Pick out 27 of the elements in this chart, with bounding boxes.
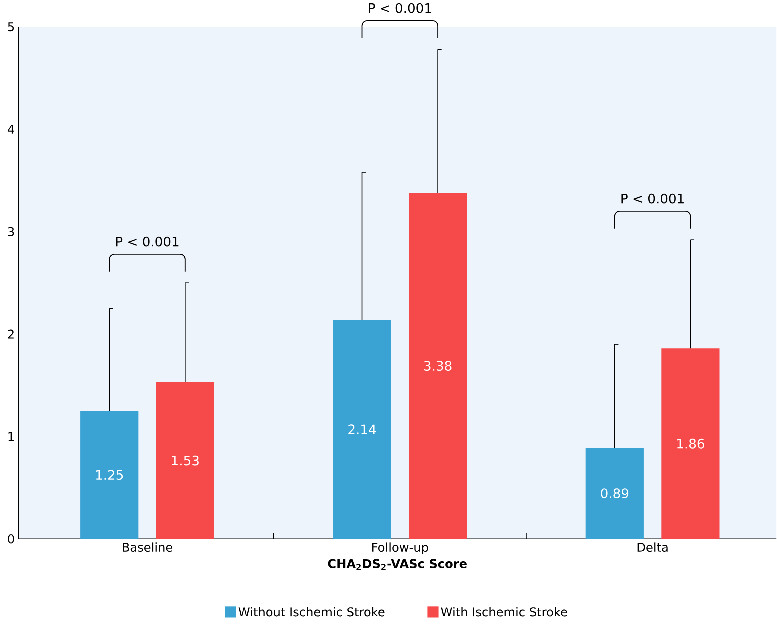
text: CHA$_{2}$DS$_{2}$-VASc Score — [328, 559, 467, 570]
bar — [80, 411, 139, 540]
data-label: 0.89 — [601, 488, 629, 498]
y-tick-label: 2 — [8, 330, 14, 339]
y-tick-label: 4 — [8, 125, 14, 134]
y-tick-label: 1 — [8, 432, 14, 442]
bar — [156, 382, 214, 540]
x-tick-label: Baseline — [123, 542, 173, 552]
annotation: P < 0.001 — [116, 236, 179, 247]
legend-label: With Ischemic Stroke — [441, 607, 568, 617]
data-label: 1.53 — [172, 456, 199, 466]
data-label: 1.86 — [678, 438, 704, 449]
bar — [586, 448, 644, 540]
y-tick-label: 3 — [8, 227, 14, 236]
x-tick-label: Follow-up — [372, 542, 428, 554]
y-tick-label: 5 — [8, 22, 14, 32]
data-label: 3.38 — [424, 361, 452, 371]
bar — [333, 320, 392, 540]
legend-label: Without Ischemic Stroke — [238, 607, 385, 617]
data-label: 2.14 — [348, 424, 376, 434]
y-tick-label: 0 — [8, 534, 14, 544]
bar — [662, 348, 720, 540]
bar — [409, 192, 468, 540]
data-label: 1.25 — [96, 470, 124, 480]
x-tick-label: Delta — [638, 542, 668, 552]
annotation: P < 0.001 — [622, 194, 684, 204]
text: P < 0.001 — [369, 3, 432, 14]
